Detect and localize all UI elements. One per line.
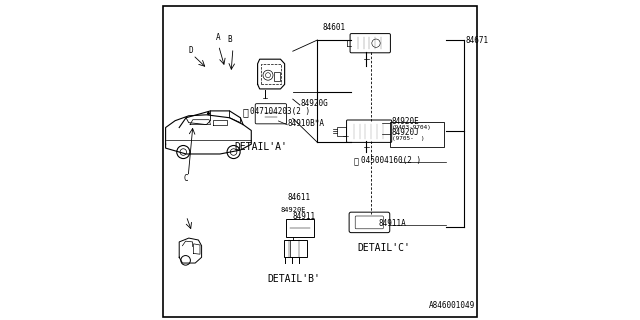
Text: Ⓢ: Ⓢ bbox=[353, 157, 358, 166]
Text: 84911: 84911 bbox=[292, 212, 316, 221]
Text: DETAIL'B': DETAIL'B' bbox=[268, 274, 320, 284]
Text: B: B bbox=[228, 35, 232, 44]
Text: D: D bbox=[189, 46, 193, 55]
Bar bbox=[287, 219, 314, 237]
Text: 84920J: 84920J bbox=[392, 128, 419, 137]
Text: 84920E: 84920E bbox=[281, 207, 307, 213]
Text: Ⓢ: Ⓢ bbox=[243, 108, 249, 118]
Text: DETAIL'A': DETAIL'A' bbox=[234, 142, 287, 152]
Text: 84910B*A: 84910B*A bbox=[287, 119, 324, 128]
Text: 84920E: 84920E bbox=[392, 117, 419, 126]
Text: 84911A: 84911A bbox=[378, 219, 406, 228]
Text: (9705-  ): (9705- ) bbox=[392, 136, 424, 141]
Text: 84611: 84611 bbox=[287, 193, 310, 202]
Text: A: A bbox=[216, 33, 221, 42]
Bar bbox=[337, 127, 346, 136]
Bar bbox=[275, 72, 280, 81]
Text: 047104203(2 ): 047104203(2 ) bbox=[250, 107, 310, 116]
Text: A846001049: A846001049 bbox=[429, 301, 475, 310]
Text: C: C bbox=[184, 174, 189, 183]
Text: DETAIL'C': DETAIL'C' bbox=[358, 243, 410, 253]
Text: 84671: 84671 bbox=[466, 36, 489, 45]
Text: 045004160(2 ): 045004160(2 ) bbox=[361, 156, 420, 164]
Text: (9403-9704): (9403-9704) bbox=[392, 125, 431, 130]
Text: 84601: 84601 bbox=[323, 23, 346, 32]
Text: 84920G: 84920G bbox=[300, 99, 328, 108]
